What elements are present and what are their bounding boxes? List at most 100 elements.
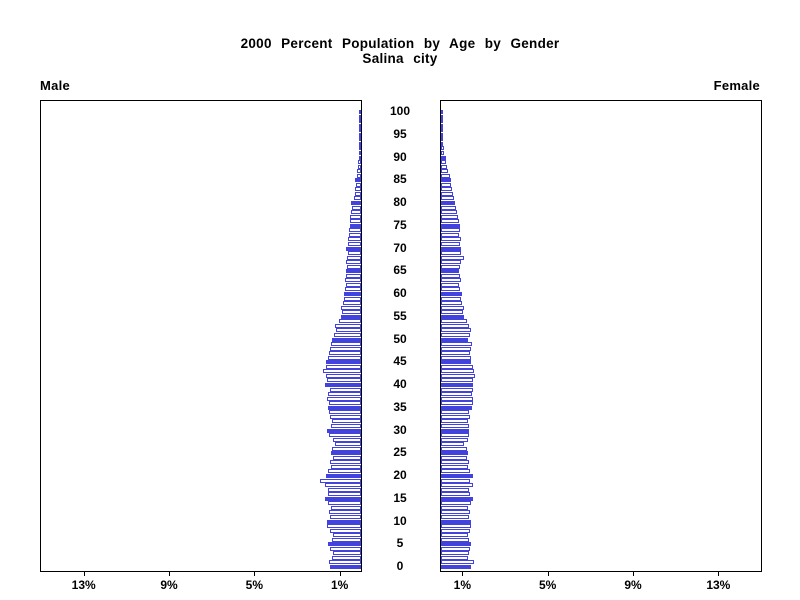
male-bar-age-36 <box>329 401 361 406</box>
male-bar-age-19 <box>320 478 361 483</box>
female-bar-age-66 <box>441 264 460 269</box>
male-bar-age-47 <box>329 351 361 356</box>
age-tick-label-35: 35 <box>393 399 407 414</box>
male-bar-age-96 <box>359 128 361 133</box>
female-bar-age-45 <box>441 360 471 365</box>
female-bar-age-72 <box>441 237 461 242</box>
age-tick-label-20: 20 <box>393 468 407 482</box>
female-bar-age-20 <box>441 474 473 478</box>
female-bar-age-58 <box>441 301 462 306</box>
female-bar-age-70 <box>441 246 461 251</box>
male-bar-age-55 <box>341 314 361 319</box>
male-bar-age-75 <box>350 223 361 228</box>
female-bar-age-56 <box>441 310 463 315</box>
x-tick-9% <box>633 571 634 576</box>
age-tick-label-85: 85 <box>393 172 407 187</box>
female-bar-age-14 <box>441 501 471 506</box>
female-bar-age-82 <box>441 191 453 196</box>
male-bar-age-20 <box>326 474 361 478</box>
male-bar-age-18 <box>325 483 361 488</box>
male-bar-age-62 <box>346 282 361 287</box>
male-bar-age-4 <box>330 546 361 551</box>
female-bar-age-16 <box>441 492 470 497</box>
age-tick-label-40: 40 <box>393 377 407 391</box>
female-bar-age-89 <box>441 160 446 165</box>
male-bar-age-38 <box>328 392 361 397</box>
male-bar-age-45 <box>326 360 361 365</box>
female-bar-age-0 <box>441 565 471 569</box>
male-bar-age-54 <box>339 319 361 324</box>
male-bar-age-15 <box>325 496 361 501</box>
female-bar-age-51 <box>441 332 470 337</box>
male-bar-age-58 <box>343 301 361 306</box>
male-bar-age-30 <box>327 428 361 433</box>
male-bar-age-22 <box>331 464 361 469</box>
female-bar-age-85 <box>441 178 451 183</box>
male-bar-age-7 <box>333 533 361 538</box>
male-bar-age-52 <box>336 328 361 333</box>
female-bar-age-32 <box>441 419 468 424</box>
female-bar-age-67 <box>441 260 461 265</box>
age-tick-label-10: 10 <box>393 513 407 528</box>
female-bar-age-39 <box>441 387 473 392</box>
age-tick-label-60: 60 <box>393 286 407 300</box>
age-tick-label-0: 0 <box>396 559 404 573</box>
age-tick-label-90: 90 <box>393 149 407 164</box>
female-bar-age-1 <box>441 560 474 565</box>
age-tick-label-50: 50 <box>393 331 407 346</box>
male-bar-age-17 <box>328 487 361 492</box>
female-bar-age-71 <box>441 241 460 246</box>
age-tick-label-55: 55 <box>393 308 407 323</box>
female-bar-age-81 <box>441 196 454 201</box>
female-bar-age-12 <box>441 510 470 515</box>
male-bar-age-9 <box>327 524 361 529</box>
male-bar-age-97 <box>359 123 361 128</box>
male-bar-age-35 <box>328 405 361 410</box>
x-tick-label-1%: 1% <box>330 578 349 592</box>
male-bar-age-24 <box>333 455 361 460</box>
female-bar-age-30 <box>441 428 469 433</box>
male-bar-age-48 <box>330 346 361 351</box>
male-bar-age-98 <box>359 119 361 124</box>
male-bar-age-59 <box>344 296 361 301</box>
female-bar-age-46 <box>441 355 471 360</box>
female-bar-age-24 <box>441 455 467 460</box>
male-bar-age-32 <box>332 419 361 424</box>
male-bar-age-6 <box>332 537 361 542</box>
female-bar-age-77 <box>441 214 458 219</box>
x-tick-label-9%: 9% <box>624 578 642 592</box>
female-bar-age-86 <box>441 173 450 178</box>
male-bar-age-33 <box>330 414 361 419</box>
male-bar-age-69 <box>348 251 361 256</box>
male-bar-age-70 <box>346 246 361 251</box>
male-bar-age-57 <box>341 305 361 310</box>
male-bar-age-44 <box>326 364 361 369</box>
female-bar-age-21 <box>441 469 470 474</box>
age-tick-label-70: 70 <box>393 240 407 255</box>
female-bar-age-15 <box>441 496 473 501</box>
female-bar-age-55 <box>441 314 464 319</box>
male-bar-age-92 <box>359 146 361 151</box>
male-bar-age-65 <box>346 269 361 274</box>
male-bar-age-3 <box>333 551 361 556</box>
male-bar-age-16 <box>328 492 361 497</box>
female-bar-age-28 <box>441 437 468 442</box>
female-bar-age-22 <box>441 464 468 469</box>
x-tick-1% <box>462 571 464 576</box>
male-bar-age-89 <box>358 160 361 165</box>
female-bar-age-98 <box>441 119 443 124</box>
female-bar-age-2 <box>441 555 468 560</box>
male-bar-age-34 <box>329 410 361 415</box>
male-bar-age-84 <box>356 182 361 187</box>
male-pyramid-panel <box>40 100 362 572</box>
male-bar-age-43 <box>323 369 361 374</box>
male-bar-age-23 <box>330 460 361 465</box>
male-bar-age-41 <box>327 378 361 383</box>
male-bar-age-27 <box>335 442 361 447</box>
female-bar-age-93 <box>441 141 443 146</box>
male-bar-age-8 <box>330 528 361 533</box>
male-bar-age-46 <box>328 355 361 360</box>
female-bar-age-84 <box>441 182 451 187</box>
x-tick-label-9%: 9% <box>160 578 178 592</box>
male-bar-age-80 <box>351 201 361 205</box>
